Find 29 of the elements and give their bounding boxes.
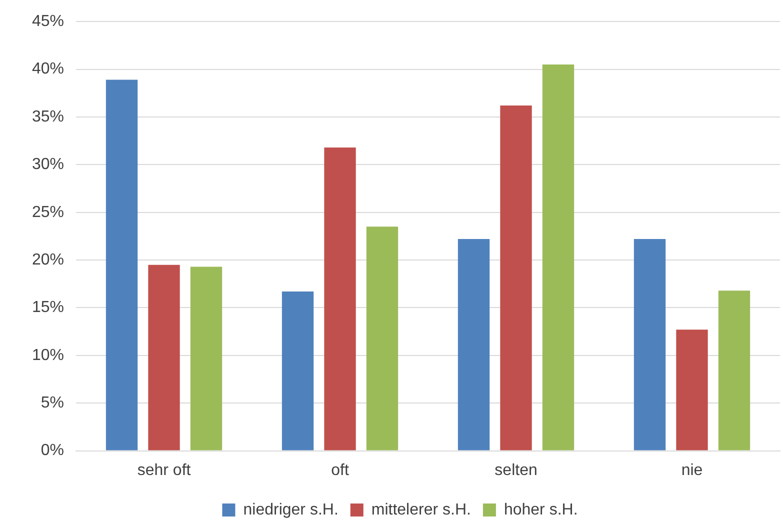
y-tick-label: 10% <box>32 346 64 364</box>
y-tick-label: 35% <box>32 108 64 126</box>
y-tick-label: 30% <box>32 156 64 174</box>
y-tick-label: 45% <box>32 13 64 30</box>
x-tick-label: selten <box>494 462 538 479</box>
bar <box>718 290 750 450</box>
bar <box>282 292 314 450</box>
x-tick-label: sehr oft <box>137 462 192 479</box>
y-tick-label: 5% <box>40 394 64 412</box>
bar <box>366 226 398 450</box>
x-tick-label: nie <box>681 462 703 479</box>
bar <box>676 330 708 450</box>
y-tick-label: 0% <box>40 442 64 460</box>
legend-label: niedriger s.H. <box>243 501 338 518</box>
y-tick-label: 20% <box>32 251 64 268</box>
x-tick-label: oft <box>331 462 350 479</box>
bar <box>458 239 490 450</box>
bar <box>106 80 138 450</box>
y-tick-label: 40% <box>32 60 64 78</box>
legend-label: hoher s.H. <box>504 501 578 518</box>
y-tick-label: 15% <box>32 299 64 316</box>
bar <box>324 148 356 450</box>
bar <box>190 266 222 450</box>
bar <box>542 64 574 450</box>
y-tick-label: 25% <box>32 204 64 221</box>
bar <box>500 106 532 450</box>
bar <box>148 264 180 450</box>
legend-label: mittelerer s.H. <box>371 501 471 518</box>
bar <box>634 239 666 450</box>
